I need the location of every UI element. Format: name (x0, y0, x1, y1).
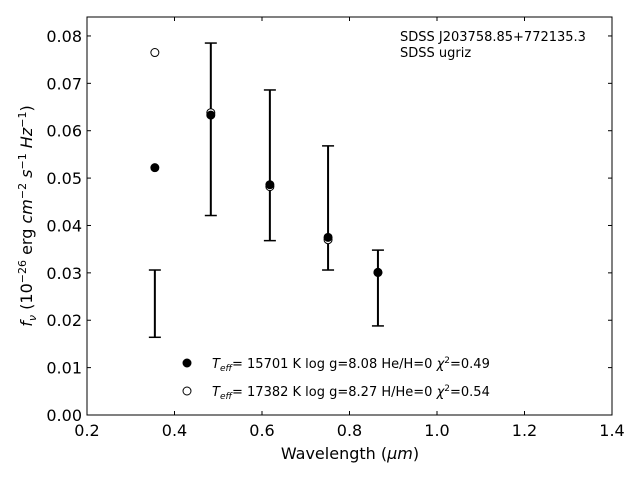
x-axis-label: Wavelength (μm) (281, 444, 419, 463)
x-tick-label: 0.4 (162, 421, 187, 440)
y-tick-label: 0.08 (46, 27, 82, 46)
legend-text: = 15701 K log g=8.08 He/H=0 (232, 357, 437, 372)
x-tick-label: 1.0 (424, 421, 449, 440)
legend: Teff= 15701 K log g=8.08 He/H=0 χ2=0.49T… (182, 356, 490, 402)
y-axis-label: fν (10−26 erg cm−2 s−1 Hz−1) (16, 105, 39, 326)
model-1-point (150, 163, 160, 173)
legend-marker (182, 386, 192, 396)
legend-value: =0.49 (450, 357, 490, 372)
y-tick-label: 0.05 (46, 169, 82, 188)
legend-sub: eff (220, 364, 234, 374)
y-tick-label: 0.00 (46, 406, 82, 425)
x-tick-label: 1.2 (512, 421, 537, 440)
x-tick-label: 0.6 (249, 421, 274, 440)
y-tick-label: 0.02 (46, 311, 82, 330)
model-1-point (206, 110, 216, 120)
legend-marker (182, 358, 192, 368)
legend-t: T (212, 385, 221, 400)
y-tick-label: 0.01 (46, 359, 82, 378)
legend-label: Teff= 17382 K log g=8.27 H/He=0 χ2=0.54 (212, 384, 490, 402)
legend-sup: 2 (444, 356, 450, 366)
plot-area (86, 16, 613, 416)
x-tick-label: 1.4 (599, 421, 624, 440)
title-line-2: SDSS ugriz (400, 46, 471, 61)
legend-chi: χ (436, 357, 446, 372)
y-tick-label: 0.04 (46, 216, 82, 235)
model-1-point (265, 180, 275, 190)
legend-chi: χ (436, 385, 446, 400)
legend-label: Teff= 15701 K log g=8.08 He/H=0 χ2=0.49 (212, 356, 490, 374)
legend-value: =0.54 (450, 385, 490, 400)
x-tick-label: 0.8 (337, 421, 362, 440)
y-tick-label: 0.06 (46, 122, 82, 141)
legend-sub: eff (220, 392, 234, 402)
title-line-1: SDSS J203758.85+772135.3 (400, 30, 586, 45)
legend-sup: 2 (444, 384, 450, 394)
model-1-point (373, 267, 383, 277)
legend-t: T (212, 357, 221, 372)
y-tick-label: 0.03 (46, 264, 82, 283)
model-1-point (323, 232, 333, 242)
model-2-point (150, 48, 160, 58)
y-tick-label: 0.07 (46, 74, 82, 93)
x-tick-label: 0.2 (74, 421, 99, 440)
legend-text: = 17382 K log g=8.27 H/He=0 (232, 385, 437, 400)
